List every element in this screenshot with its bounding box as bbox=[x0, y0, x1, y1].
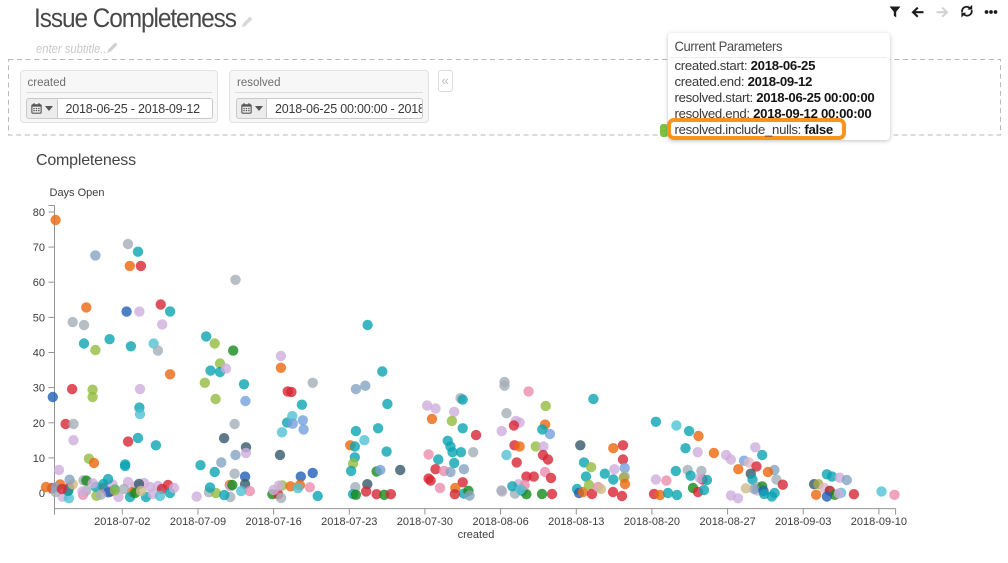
svg-text:Days Open: Days Open bbox=[50, 187, 105, 199]
svg-text:created: created bbox=[458, 529, 495, 541]
svg-text:30: 30 bbox=[33, 383, 45, 395]
svg-text:60: 60 bbox=[33, 277, 45, 289]
svg-text:2018-09-03: 2018-09-03 bbox=[775, 516, 831, 528]
svg-text:70: 70 bbox=[33, 242, 45, 254]
svg-text:80: 80 bbox=[33, 207, 45, 219]
svg-text:2018-08-06: 2018-08-06 bbox=[472, 516, 528, 528]
svg-text:2018-07-09: 2018-07-09 bbox=[170, 516, 226, 528]
svg-text:20: 20 bbox=[33, 418, 45, 430]
svg-text:2018-08-27: 2018-08-27 bbox=[699, 516, 755, 528]
svg-text:2018-07-02: 2018-07-02 bbox=[94, 516, 150, 528]
svg-text:2018-08-20: 2018-08-20 bbox=[624, 516, 680, 528]
svg-text:10: 10 bbox=[33, 453, 45, 465]
svg-text:2018-07-23: 2018-07-23 bbox=[321, 516, 377, 528]
svg-text:50: 50 bbox=[33, 312, 45, 324]
svg-text:2018-09-10: 2018-09-10 bbox=[851, 516, 907, 528]
svg-text:0: 0 bbox=[39, 488, 45, 500]
svg-text:2018-07-16: 2018-07-16 bbox=[245, 516, 301, 528]
svg-text:2018-07-30: 2018-07-30 bbox=[397, 516, 453, 528]
svg-text:2018-08-13: 2018-08-13 bbox=[548, 516, 604, 528]
svg-text:40: 40 bbox=[33, 348, 45, 360]
